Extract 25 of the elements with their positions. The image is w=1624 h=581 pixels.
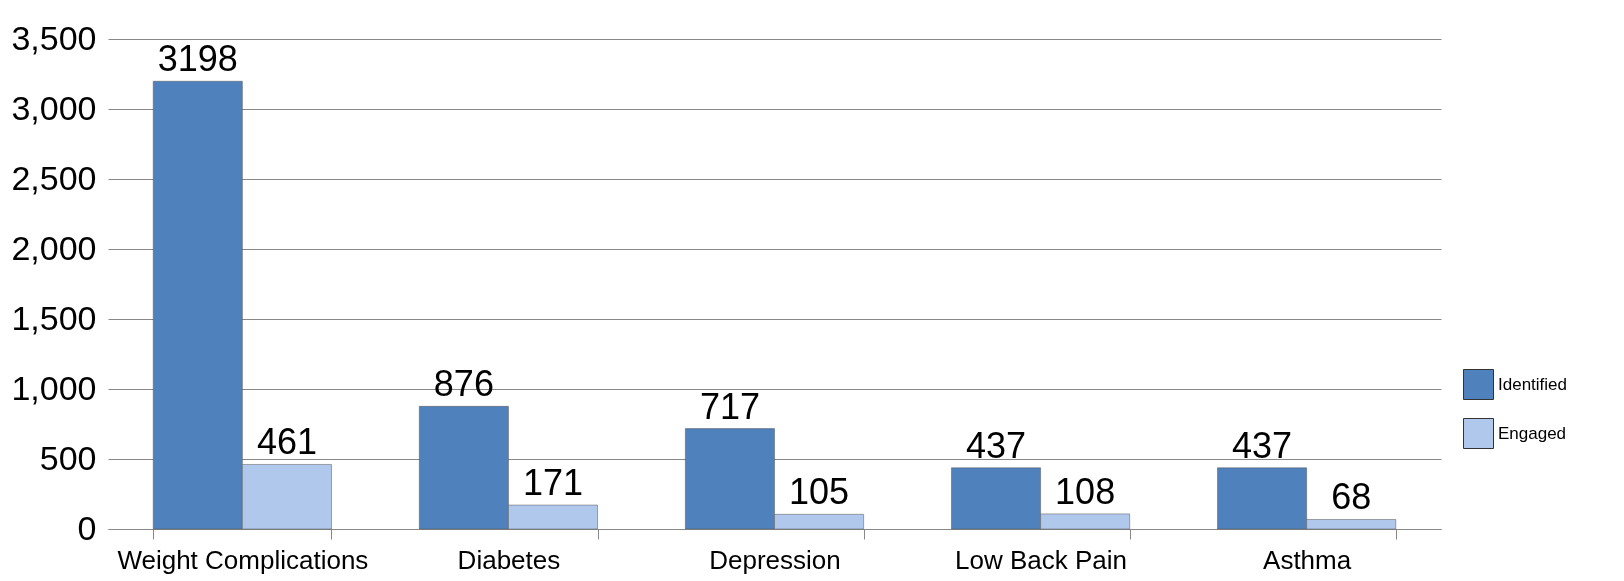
data-label: 876 bbox=[433, 363, 494, 405]
data-label: 437 bbox=[965, 424, 1027, 466]
y-tick-label: 3,000 bbox=[11, 88, 97, 127]
x-tick-label: Depression bbox=[709, 544, 841, 575]
data-label: 3198 bbox=[157, 38, 238, 80]
x-tick-label: Low Back Pain bbox=[955, 544, 1128, 575]
y-tick-label: 500 bbox=[39, 438, 97, 477]
x-tick-label: Asthma bbox=[1263, 544, 1352, 575]
x-tick-label: Diabetes bbox=[457, 544, 561, 575]
y-tick-label: 0 bbox=[77, 508, 97, 547]
data-label: 437 bbox=[1232, 424, 1293, 466]
data-label: 108 bbox=[1055, 470, 1116, 512]
data-label: 68 bbox=[1331, 476, 1372, 518]
legend-label: Identified bbox=[1498, 374, 1567, 394]
y-tick-label: 3,500 bbox=[11, 18, 97, 57]
y-tick-label: 1,500 bbox=[11, 298, 97, 337]
data-label: 717 bbox=[699, 385, 760, 427]
y-tick-label: 2,500 bbox=[11, 158, 97, 197]
legend-label: Engaged bbox=[1498, 423, 1567, 443]
y-tick-label: 2,000 bbox=[11, 228, 97, 267]
data-label: 461 bbox=[256, 421, 317, 463]
x-tick-label: Weight Complications bbox=[117, 544, 369, 575]
data-label: 171 bbox=[522, 462, 584, 504]
data-label: 105 bbox=[789, 471, 850, 513]
y-tick-label: 1,000 bbox=[11, 368, 97, 407]
